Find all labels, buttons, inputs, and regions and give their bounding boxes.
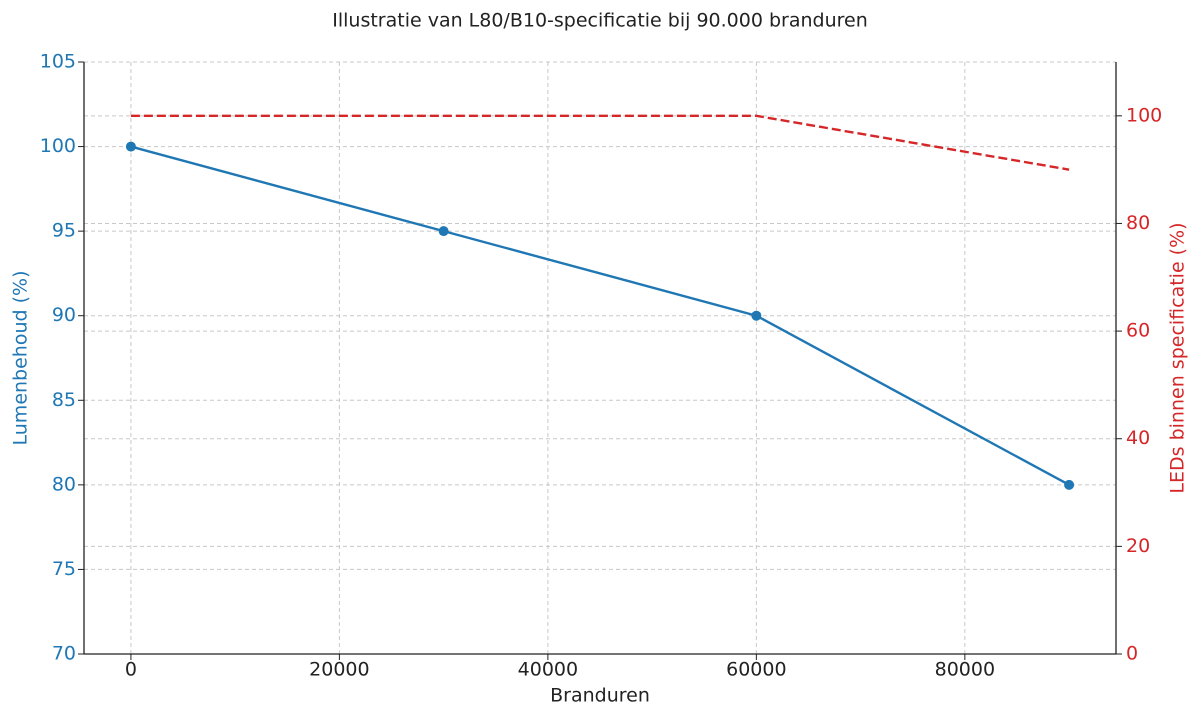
series-marker <box>1064 479 1075 490</box>
series-marker <box>438 226 449 237</box>
x-tick-label: 20000 <box>309 659 369 681</box>
x-tick-label: 0 <box>125 659 137 681</box>
series-marker <box>751 310 762 321</box>
y2-tick-label: 40 <box>1126 427 1150 449</box>
y2-axis-label: LEDs binnen specificatie (%) <box>1167 222 1189 493</box>
y2-tick-label: 20 <box>1126 535 1150 557</box>
x-tick-label: 60000 <box>726 659 786 681</box>
y2-tick-label: 100 <box>1126 104 1162 126</box>
y-tick-label: 95 <box>52 220 76 242</box>
y-tick-label: 75 <box>52 558 76 580</box>
y2-tick-label: 80 <box>1126 212 1150 234</box>
y-tick-label: 105 <box>40 51 76 73</box>
y2-tick-label: 0 <box>1126 643 1138 665</box>
x-axis-label: Branduren <box>550 685 650 707</box>
y-tick-label: 80 <box>52 473 76 495</box>
x-tick-label: 40000 <box>518 659 578 681</box>
y-axis-label: Lumenbehoud (%) <box>10 271 32 446</box>
y-tick-label: 100 <box>40 135 76 157</box>
y2-tick-label: 60 <box>1126 320 1150 342</box>
y-tick-label: 90 <box>52 304 76 326</box>
chart-title: Illustratie van L80/B10-specificatie bij… <box>332 10 868 32</box>
series-marker <box>125 141 136 152</box>
y-tick-label: 70 <box>52 643 76 665</box>
x-tick-label: 80000 <box>935 659 995 681</box>
series-line <box>130 114 1070 171</box>
y-tick-label: 85 <box>52 389 76 411</box>
series-line <box>130 145 1070 486</box>
